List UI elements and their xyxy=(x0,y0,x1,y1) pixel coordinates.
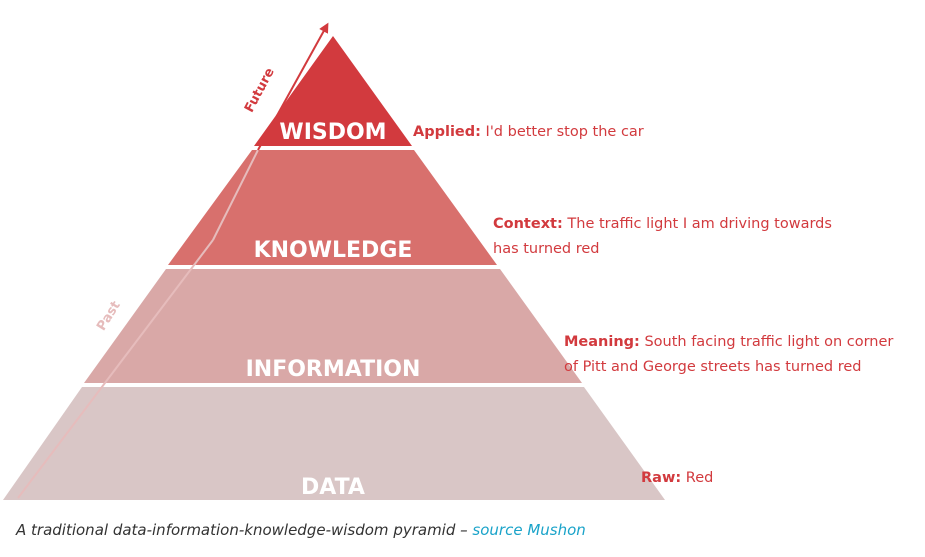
pyramid-tier-knowledge xyxy=(168,150,497,265)
knowledge-note-line1: Context: The traffic light I am driving … xyxy=(493,212,832,237)
past-label: Past xyxy=(94,299,124,334)
data-note-key: Raw: xyxy=(641,470,682,486)
future-label: Future xyxy=(242,65,278,115)
knowledge-note-key: Context: xyxy=(493,216,563,232)
caption-text: A traditional data-information-knowledge… xyxy=(16,521,473,539)
data-label: DATA xyxy=(301,475,365,500)
data-note-text: Red xyxy=(681,470,714,486)
figure-caption: A traditional data-information-knowledge… xyxy=(16,521,586,539)
information-note-key: Meaning: xyxy=(564,334,640,350)
pyramid-tier-data xyxy=(3,387,665,500)
past-axis-line xyxy=(17,239,214,499)
axis-mid-line xyxy=(212,149,259,241)
wisdom-note-key: Applied: xyxy=(413,124,481,140)
knowledge-note-text-1: The traffic light I am driving towards xyxy=(562,216,832,232)
information-note: Meaning: South facing traffic light on c… xyxy=(564,330,893,380)
information-label: INFORMATION xyxy=(246,357,421,382)
knowledge-note: Context: The traffic light I am driving … xyxy=(493,212,832,262)
pyramid-tier-wisdom xyxy=(254,36,412,146)
future-arrow xyxy=(257,22,329,151)
wisdom-label: WISDOM xyxy=(279,120,386,145)
data-note: Raw: Red xyxy=(641,466,713,491)
information-note-line1: Meaning: South facing traffic light on c… xyxy=(564,330,893,355)
knowledge-note-text-2: has turned red xyxy=(493,241,600,257)
wisdom-note: Applied: I'd better stop the car xyxy=(413,120,644,145)
pyramid-tier-information xyxy=(84,269,582,383)
caption-source-link[interactable]: source Mushon xyxy=(472,521,586,539)
wisdom-note-text: I'd better stop the car xyxy=(480,124,644,140)
information-note-text-1: South facing traffic light on corner xyxy=(639,334,894,350)
knowledge-label: KNOWLEDGE xyxy=(254,238,413,263)
information-note-text-2: of Pitt and George streets has turned re… xyxy=(564,359,862,375)
